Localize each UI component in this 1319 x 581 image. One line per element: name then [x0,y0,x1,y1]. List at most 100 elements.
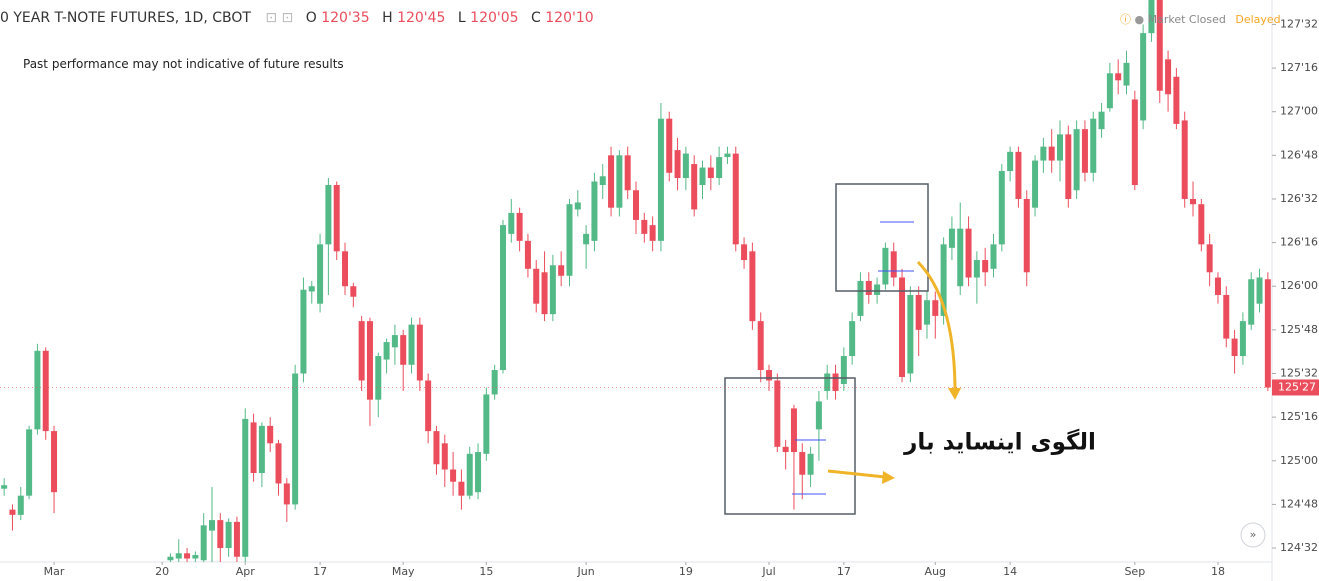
l-label: L [457,10,466,26]
candle-body [1156,0,1163,91]
candle-body [1206,244,1213,273]
candle-body [475,452,482,493]
candle-body [1223,294,1230,339]
candle-body [932,300,939,316]
candle-body [574,202,581,210]
candle-body [641,219,648,234]
candle-body [267,425,274,444]
candle-body [1090,118,1097,173]
candle-body [350,286,357,297]
candle-body [508,212,515,234]
candle-body [608,155,615,208]
candle-body [832,373,839,391]
candle-body [1040,146,1047,161]
candle-body [1057,134,1063,161]
candle-body [317,244,324,304]
candle-body [358,321,365,381]
candle-body [333,185,340,252]
x-tick-label: Jul [761,565,775,578]
candle-body [1231,338,1238,357]
y-tick-label: 127'00 [1280,105,1318,118]
candle-body [1007,151,1014,172]
candle-body [1198,204,1205,245]
candle-body [849,321,856,357]
candle-body [549,265,556,315]
x-tick-label: Aug [925,565,946,578]
candle-body [408,324,415,365]
l-value: 120'05 [470,10,519,26]
candle-body [1098,111,1105,130]
candle-body [1140,33,1147,121]
candle-body [258,425,265,473]
h-label: H [382,10,393,26]
candle-body [649,225,656,241]
header: 0 YEAR T-NOTE FUTURES, 1D, CBOT ⊡ ⊡ O 12… [0,10,594,26]
candle-body [815,401,822,430]
x-tick-label: 17 [313,565,327,578]
x-tick-label: 14 [1003,565,1017,578]
candle-body [250,422,257,473]
candle-body [824,373,831,391]
scroll-button[interactable] [1240,522,1266,548]
o-value: 120'35 [321,10,370,26]
candle-body [516,212,523,241]
candle-body [1,485,8,489]
candle-body [624,155,631,191]
candle-body [899,277,906,377]
candle-body [416,324,423,381]
candle-body [583,233,590,245]
y-tick-label: 125'00 [1280,454,1318,467]
x-tick-label: 17 [837,565,851,578]
x-tick-label: 20 [155,565,169,578]
y-tick-label: 125'32 [1280,367,1318,380]
candle-body [26,429,33,496]
candle-body [366,321,373,400]
scroll-icon[interactable]: » [1250,528,1257,541]
annotation: الگوی اینساید بار [903,429,1096,456]
candle-body [1248,279,1255,325]
candle-body [1015,151,1022,199]
x-tick-label: Apr [236,565,256,578]
candle-body [957,228,964,287]
candle-body [1123,62,1130,86]
y-tick-label: 124'48 [1280,497,1318,510]
candle-body [1023,198,1030,273]
candle-body [973,260,980,278]
candle-body [342,251,349,287]
x-tick-label: Sep [1124,565,1145,578]
candle-body [225,521,232,549]
candle-body [674,150,681,179]
candle-body [566,204,573,276]
candle-body [923,300,930,325]
candle-body [807,453,814,475]
last-price-tag [1272,379,1319,396]
candle-body [425,380,432,432]
header-icons[interactable]: ⊡ ⊡ [265,10,294,26]
candle-body [982,260,989,273]
candle-body [990,244,997,269]
candle-body [1065,134,1072,199]
candle-body [242,418,249,557]
c-label: C [531,10,541,26]
candle-body [782,446,789,453]
candle-body [1181,120,1188,199]
candle-body [766,370,773,381]
x-tick-label: May [392,565,415,578]
candle-body [1190,198,1197,205]
status-dot: ● [1134,13,1145,26]
x-tick-label: Mar [44,565,65,578]
candle-body [840,356,847,384]
h-value: 120'45 [397,10,446,26]
candle-body [1256,277,1263,304]
candle-body [1264,279,1271,388]
candle-body [616,155,623,208]
candle-body [524,240,531,269]
arrow [916,260,957,393]
candle-body [724,153,731,158]
y-tick-label: 125'16 [1280,410,1318,423]
candle-body [200,525,207,561]
y-tick-label: 127'32 [1280,17,1318,30]
market-status: Market Closed [1147,13,1226,26]
